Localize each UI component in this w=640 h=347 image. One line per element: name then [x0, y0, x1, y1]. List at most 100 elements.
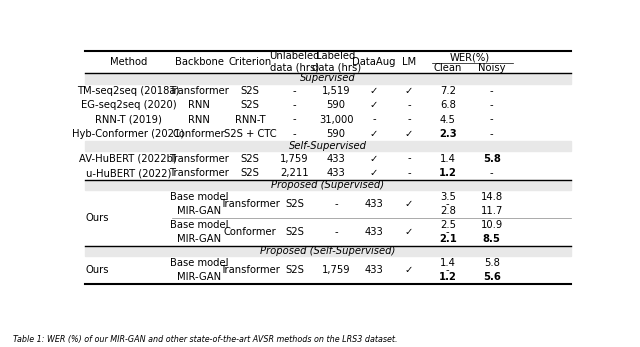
Text: RNN-T: RNN-T	[235, 115, 265, 125]
Text: -: -	[407, 115, 411, 125]
Text: S2S + CTC: S2S + CTC	[223, 129, 276, 139]
Text: 2.5: 2.5	[440, 220, 456, 230]
Text: Unlabeled
data (hrs): Unlabeled data (hrs)	[269, 51, 320, 73]
Text: u-HuBERT (2022): u-HuBERT (2022)	[86, 168, 171, 178]
Text: LM: LM	[402, 57, 416, 67]
Text: 7.2: 7.2	[440, 86, 456, 96]
Text: -: -	[490, 86, 493, 96]
Text: -: -	[490, 115, 493, 125]
Text: -: -	[292, 129, 296, 139]
Text: 8.5: 8.5	[483, 234, 500, 244]
Text: ✓: ✓	[370, 154, 378, 163]
Bar	[85, 141, 571, 151]
Text: S2S: S2S	[241, 168, 259, 178]
Text: Transformer: Transformer	[169, 86, 229, 96]
Text: -: -	[334, 227, 338, 237]
Text: Proposed (Self-Supervised): Proposed (Self-Supervised)	[260, 246, 396, 256]
Text: AV-HuBERT (2022b): AV-HuBERT (2022b)	[79, 154, 177, 163]
Text: -: -	[292, 115, 296, 125]
Text: TM-seq2seq (2018a): TM-seq2seq (2018a)	[77, 86, 180, 96]
Text: 10.9: 10.9	[481, 220, 503, 230]
Text: Labeled
data (hrs): Labeled data (hrs)	[312, 51, 361, 73]
Text: ✓: ✓	[404, 199, 413, 209]
Text: 1.2: 1.2	[439, 272, 457, 282]
Text: MIR-GAN: MIR-GAN	[177, 234, 221, 244]
Text: 4.5: 4.5	[440, 115, 456, 125]
Text: 433: 433	[365, 265, 383, 275]
Text: Base model: Base model	[170, 220, 228, 230]
Text: -: -	[446, 199, 449, 209]
Text: S2S: S2S	[241, 86, 259, 96]
Text: 2.1: 2.1	[439, 234, 457, 244]
Text: -: -	[292, 86, 296, 96]
Text: 2.3: 2.3	[439, 129, 456, 139]
Text: ✓: ✓	[370, 100, 378, 110]
Text: -: -	[490, 100, 493, 110]
Bar	[85, 180, 571, 191]
Text: 1,519: 1,519	[322, 86, 351, 96]
Text: RNN: RNN	[188, 115, 210, 125]
Text: MIR-GAN: MIR-GAN	[177, 206, 221, 216]
Text: 1.4: 1.4	[440, 258, 456, 268]
Text: Hyb-Conformer (2021): Hyb-Conformer (2021)	[72, 129, 184, 139]
Text: -: -	[407, 168, 411, 178]
Text: Base model: Base model	[170, 258, 228, 268]
Text: 590: 590	[326, 129, 346, 139]
Text: 14.8: 14.8	[481, 192, 503, 202]
Bar	[85, 73, 571, 84]
Text: Transformer: Transformer	[169, 168, 229, 178]
Text: Ours: Ours	[86, 213, 109, 223]
Text: ✓: ✓	[404, 265, 413, 275]
Text: EG-seq2seq (2020): EG-seq2seq (2020)	[81, 100, 176, 110]
Text: ✓: ✓	[404, 227, 413, 237]
Text: 433: 433	[365, 227, 383, 237]
Text: Noisy: Noisy	[478, 64, 506, 74]
Text: 2,211: 2,211	[280, 168, 309, 178]
Text: RNN-T (2019): RNN-T (2019)	[95, 115, 162, 125]
Text: S2S: S2S	[285, 227, 304, 237]
Text: S2S: S2S	[285, 199, 304, 209]
Text: 5.8: 5.8	[484, 258, 500, 268]
Text: Ours: Ours	[86, 265, 109, 275]
Text: ✓: ✓	[370, 168, 378, 178]
Text: Transformer: Transformer	[220, 265, 280, 275]
Text: Backbone: Backbone	[175, 57, 223, 67]
Text: 11.7: 11.7	[481, 206, 503, 216]
Bar	[85, 246, 571, 256]
Text: MIR-GAN: MIR-GAN	[177, 272, 221, 282]
Text: S2S: S2S	[285, 265, 304, 275]
Text: -: -	[292, 100, 296, 110]
Text: 31,000: 31,000	[319, 115, 353, 125]
Text: Supervised: Supervised	[300, 74, 356, 83]
Text: -: -	[490, 168, 493, 178]
Text: RNN: RNN	[188, 100, 210, 110]
Text: -: -	[372, 115, 376, 125]
Text: -: -	[334, 199, 338, 209]
Text: 5.8: 5.8	[483, 154, 500, 163]
Text: Method: Method	[109, 57, 147, 67]
Text: Conformer: Conformer	[173, 129, 225, 139]
Text: Base model: Base model	[170, 192, 228, 202]
Text: Table 1: WER (%) of our MIR-GAN and other state-of-the-art AVSR methods on the L: Table 1: WER (%) of our MIR-GAN and othe…	[13, 335, 397, 344]
Text: S2S: S2S	[241, 154, 259, 163]
Text: 6.8: 6.8	[440, 100, 456, 110]
Text: 2.8: 2.8	[440, 206, 456, 216]
Text: ✓: ✓	[404, 86, 413, 96]
Text: -: -	[446, 265, 449, 275]
Text: 1,759: 1,759	[322, 265, 351, 275]
Text: 1.2: 1.2	[439, 168, 457, 178]
Text: Transformer: Transformer	[169, 154, 229, 163]
Text: ✓: ✓	[370, 129, 378, 139]
Text: Conformer: Conformer	[223, 227, 276, 237]
Text: ✓: ✓	[370, 86, 378, 96]
Text: WER(%): WER(%)	[450, 52, 490, 62]
Text: -: -	[407, 154, 411, 163]
Text: -: -	[490, 129, 493, 139]
Text: 1.4: 1.4	[440, 154, 456, 163]
Text: Criterion: Criterion	[228, 57, 271, 67]
Text: Proposed (Supervised): Proposed (Supervised)	[271, 180, 385, 190]
Text: 1,759: 1,759	[280, 154, 309, 163]
Text: 3.5: 3.5	[440, 192, 456, 202]
Text: Clean: Clean	[433, 64, 462, 74]
Text: Self-Supervised: Self-Supervised	[289, 141, 367, 151]
